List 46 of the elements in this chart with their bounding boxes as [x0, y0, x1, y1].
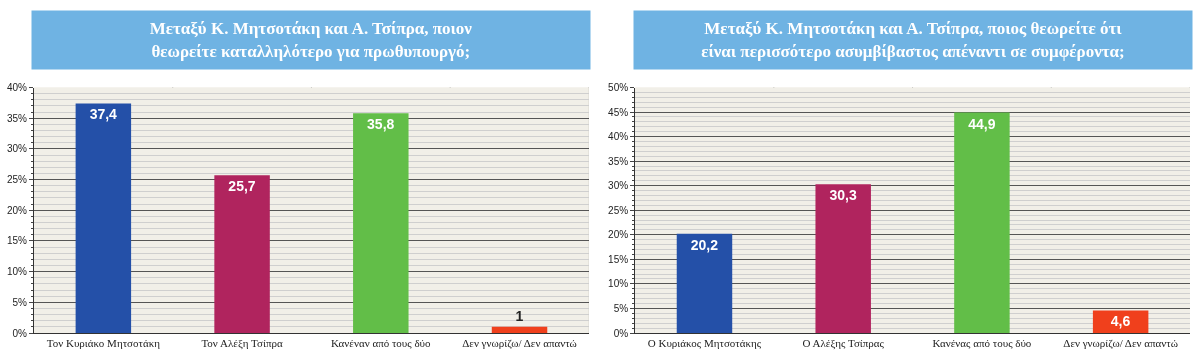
bar	[75, 103, 132, 333]
y-tick-label: 30%	[608, 180, 629, 192]
y-tick-label: 20%	[608, 229, 629, 241]
x-tick-label: Δεν γνωρίζω/ Δεν απαντώ	[1063, 337, 1178, 351]
y-tick-label: 10%	[608, 278, 629, 290]
bar	[214, 175, 270, 333]
y-tick-label: 45%	[608, 106, 629, 118]
x-tick-label: Ο Αλέξης Τσίπρας	[802, 337, 885, 351]
x-tick-label: Τον Αλέξη Τσίπρα	[201, 337, 283, 351]
y-tick-label: 35%	[608, 155, 629, 167]
x-tick-label: Ο Κυριάκος Μητσοτάκης	[647, 337, 762, 350]
bar	[353, 113, 409, 333]
x-tick-label: Κανέναν από τους δύο	[331, 337, 432, 350]
bar	[491, 326, 548, 333]
bar	[815, 184, 871, 333]
y-tick-label: 10%	[6, 266, 28, 278]
data-label: 37,4	[89, 106, 118, 123]
data-label: 25,7	[228, 178, 256, 195]
y-tick-label: 40%	[608, 131, 629, 143]
data-label: 4,6	[1110, 313, 1131, 330]
y-tick-label: 30%	[6, 143, 28, 155]
y-tick-label: 20%	[6, 204, 28, 216]
y-tick-label: 25%	[6, 174, 28, 186]
data-label: 30,3	[829, 187, 857, 204]
y-tick-label: 25%	[608, 204, 629, 216]
y-tick-label: 0%	[12, 327, 28, 339]
y-tick-label: 0%	[613, 327, 629, 339]
data-label: 44,9	[968, 115, 996, 132]
chart-title: Μεταξύ Κ. Μητσοτάκη και Α. Τσίπρα, ποιον θεωρείτε καταλληλότερο για πρωθυπουργό;	[149, 19, 473, 61]
data-label: 1	[515, 307, 524, 324]
y-tick-label: 40%	[6, 82, 28, 94]
x-tick-label: Δεν γνωρίζω/ Δεν απαντώ	[462, 337, 577, 351]
y-tick-label: 5%	[613, 302, 629, 314]
y-tick-label: 35%	[6, 112, 28, 124]
y-tick-label: 5%	[12, 296, 28, 308]
bar	[1092, 310, 1149, 333]
x-tick-label: Τον Κυριάκο Μητσοτάκη	[46, 337, 161, 350]
data-label: 35,8	[367, 116, 395, 133]
bar	[676, 233, 733, 333]
data-label: 20,2	[690, 236, 719, 253]
y-tick-label: 50%	[608, 82, 629, 94]
bar	[954, 112, 1010, 333]
chart-title: Μεταξύ Κ. Μητσοτάκη και Α. Τσίπρα, ποιος θεωρείτε ότι είναι περισσότερο ασυμβίβαστος απέναντι σε συμφέροντα;	[701, 19, 1125, 61]
y-tick-label: 15%	[6, 235, 28, 247]
x-tick-label: Κανένας από τους δύο	[932, 337, 1032, 350]
y-tick-label: 15%	[608, 253, 629, 265]
